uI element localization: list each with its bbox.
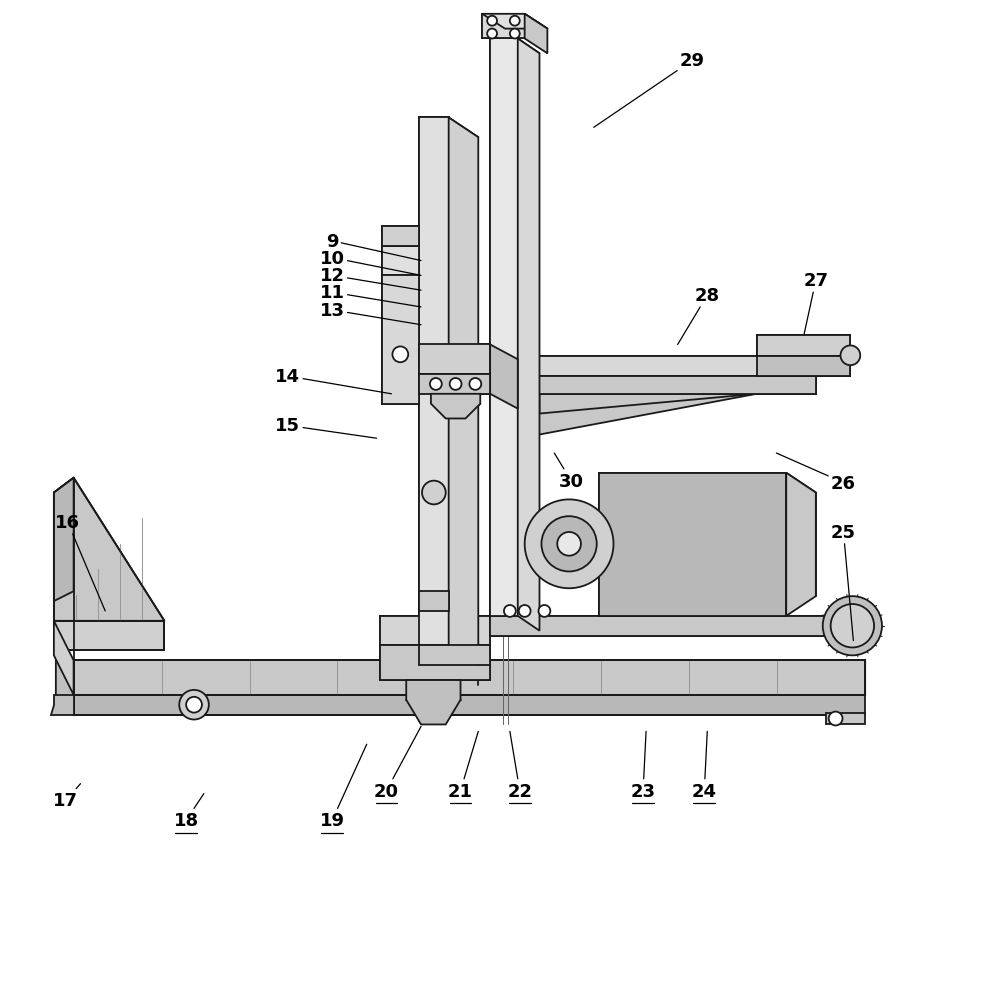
Circle shape	[841, 346, 860, 366]
Circle shape	[179, 690, 209, 720]
Text: 21: 21	[448, 732, 478, 800]
Text: 26: 26	[776, 454, 856, 492]
Polygon shape	[382, 227, 419, 246]
Text: 9: 9	[326, 233, 421, 261]
Circle shape	[538, 605, 550, 617]
Polygon shape	[54, 621, 74, 695]
Text: 12: 12	[320, 267, 421, 291]
Circle shape	[422, 481, 446, 505]
Circle shape	[487, 30, 497, 39]
Text: 15: 15	[275, 417, 377, 439]
Circle shape	[510, 17, 520, 27]
Polygon shape	[54, 478, 164, 621]
Polygon shape	[490, 377, 816, 394]
Circle shape	[487, 17, 497, 27]
Text: 30: 30	[554, 454, 584, 490]
Text: 14: 14	[275, 368, 391, 394]
Polygon shape	[419, 646, 490, 666]
Polygon shape	[74, 661, 865, 695]
Text: 13: 13	[320, 302, 421, 325]
Polygon shape	[382, 246, 419, 276]
Text: 27: 27	[803, 272, 828, 335]
Circle shape	[186, 697, 202, 713]
Circle shape	[392, 347, 408, 363]
Polygon shape	[490, 39, 518, 616]
Text: 11: 11	[320, 284, 421, 308]
Polygon shape	[490, 357, 816, 377]
Polygon shape	[56, 646, 74, 715]
Polygon shape	[382, 276, 419, 404]
Polygon shape	[380, 646, 490, 680]
Polygon shape	[520, 394, 757, 439]
Circle shape	[469, 379, 481, 390]
Polygon shape	[406, 680, 461, 725]
Polygon shape	[518, 39, 539, 631]
Polygon shape	[482, 15, 547, 30]
Circle shape	[525, 500, 614, 589]
Polygon shape	[490, 616, 836, 636]
Polygon shape	[419, 375, 490, 394]
Circle shape	[519, 605, 531, 617]
Polygon shape	[54, 478, 74, 601]
Circle shape	[541, 517, 597, 572]
Text: 17: 17	[53, 784, 81, 810]
Text: 29: 29	[594, 52, 705, 128]
Circle shape	[557, 532, 581, 556]
Circle shape	[831, 604, 874, 648]
Polygon shape	[599, 473, 786, 616]
Polygon shape	[74, 661, 865, 695]
Polygon shape	[786, 473, 816, 616]
Polygon shape	[757, 357, 850, 377]
Text: 24: 24	[692, 732, 717, 800]
Text: 16: 16	[55, 514, 105, 611]
Text: 23: 23	[631, 732, 656, 800]
Polygon shape	[419, 592, 449, 611]
Polygon shape	[490, 345, 518, 409]
Circle shape	[430, 379, 442, 390]
Polygon shape	[74, 695, 865, 715]
Polygon shape	[757, 335, 850, 357]
Text: 25: 25	[831, 524, 856, 641]
Text: 22: 22	[507, 732, 532, 800]
Polygon shape	[431, 394, 480, 419]
Text: 28: 28	[678, 287, 720, 345]
Circle shape	[510, 30, 520, 39]
Polygon shape	[449, 118, 478, 666]
Polygon shape	[54, 621, 164, 651]
Circle shape	[829, 712, 842, 726]
Polygon shape	[525, 15, 547, 54]
Text: 19: 19	[320, 744, 367, 829]
Polygon shape	[51, 695, 74, 715]
Bar	[826, 713, 865, 725]
Polygon shape	[380, 616, 490, 646]
Circle shape	[504, 605, 516, 617]
Circle shape	[450, 379, 462, 390]
Polygon shape	[482, 15, 525, 39]
Text: 10: 10	[320, 249, 421, 276]
Polygon shape	[419, 118, 449, 646]
Text: 18: 18	[174, 794, 204, 829]
Text: 20: 20	[374, 727, 421, 800]
Polygon shape	[419, 345, 490, 375]
Circle shape	[823, 597, 882, 656]
